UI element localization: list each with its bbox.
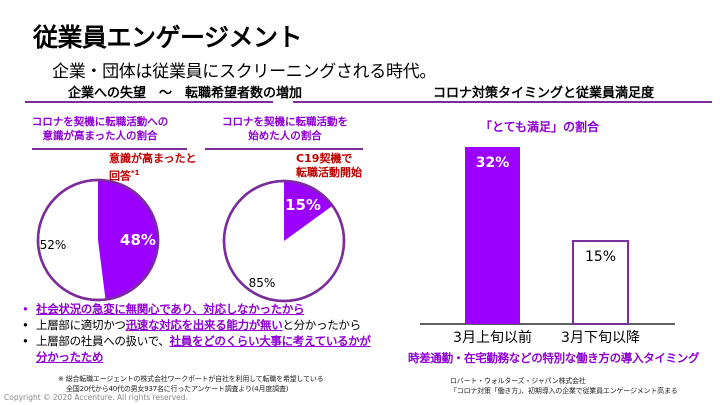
left-section-divider — [25, 101, 273, 103]
pie-1-slice-label: 48% — [120, 231, 156, 249]
reason-bullet-3: • 上層部の社員への扱いで、社員をどのくらい大事に考えているかが 分かったため — [20, 333, 371, 365]
pie-2-slice-label: 85% — [249, 276, 276, 290]
reason-2-after: と分かったから — [282, 318, 361, 332]
pie1-annotation-line1: 意識が高まったと — [109, 152, 197, 165]
pie1-annotation: 意識が高まったと 回答*1 — [109, 152, 197, 184]
pie-1-slice-highlight — [98, 180, 159, 300]
pie1-annotation-sup: *1 — [131, 169, 140, 177]
reason-1-highlight: 社会状況の急変に無関心であり、対応しなかったから — [36, 302, 305, 316]
right-section-divider — [293, 101, 712, 103]
bar-chart-x-axis-caption: 時差通勤・在宅勤務などの特別な働き方の導入タイミング — [408, 351, 700, 365]
pie1-title: コロナを契機に転職活動への 意識が高まった人の割合 — [20, 115, 180, 143]
bullet-dot-icon: • — [22, 334, 29, 348]
pie2-annotation-line2: 転職活動開始 — [296, 166, 362, 179]
bar-chart-title: 「とても満足」の割合 — [480, 120, 600, 134]
bar-1 — [465, 147, 520, 324]
pie-1-border — [36, 178, 160, 302]
bar-category-label: 3月下旬以降 — [561, 330, 640, 345]
reason-3-highlight: 社員をどのくらい大事に考えているかが — [169, 334, 371, 348]
pie-charts: 48% 52% 15% 85% — [36, 178, 346, 303]
pie2-annotation: C19契機で 転職活動開始 — [296, 152, 362, 180]
pie2-annotation-line1: C19契機で — [296, 152, 353, 165]
left-section-heading: 企業への失望 ～ 転職希望者数の増加 — [68, 86, 303, 101]
bar-chart-source: ロバート・ウォルターズ・ジャパン株式会社 「コロナ対策「働き方」、初期導入の企業… — [450, 376, 678, 396]
pie1-title-line1: コロナを契機に転職活動への — [31, 116, 169, 128]
pie-2-border — [222, 179, 346, 303]
pie2-divider — [205, 148, 363, 150]
reason-bullet-2: • 上層部に適切かつ迅速な対応を出来る能力が無いと分かったから — [20, 317, 370, 333]
reason-bullet-list: • 社会状況の急変に無関心であり、対応しなかったから • 上層部に適切かつ迅速な… — [20, 301, 371, 365]
bar-value-label: 15% — [585, 249, 616, 265]
source-line-1: ロバート・ウォルターズ・ジャパン株式会社 — [450, 377, 586, 385]
bar-category-label: 3月上旬以前 — [453, 329, 532, 345]
pie2-title: コロナを契機に転職活動を 始めた人の割合 — [205, 115, 365, 143]
pie-2-slice-label: 15% — [285, 196, 321, 214]
bullet-dot-icon: • — [22, 302, 29, 316]
pie1-divider — [32, 148, 187, 150]
bullet-dot-icon: • — [22, 318, 29, 332]
pie1-annotation-line2: 回答 — [109, 169, 131, 183]
reason-2-highlight: 迅速な対応を出来る能力が無い — [125, 318, 283, 332]
pie-chart-1: 48% 52% — [36, 178, 160, 302]
pie-chart-2: 15% 85% — [222, 179, 346, 303]
pie-1-slice-label: 52% — [40, 238, 67, 252]
reason-3-highlight-cont: 分かったため — [36, 350, 104, 364]
pie1-title-line2: 意識が高まった人の割合 — [42, 130, 158, 142]
pie-2-slice-highlight — [284, 181, 333, 241]
page-title: 従業員エンゲージメント — [33, 23, 303, 52]
pie2-title-line2: 始めた人の割合 — [248, 130, 322, 142]
footnote-line-2: 全国20代から40代の男女937名に行ったアンケート調査より(4月度調査) — [66, 385, 289, 393]
pie2-title-line1: コロナを契機に転職活動を — [222, 116, 348, 128]
footnote-line-1: ※ 総合転職エージェントの株式会社ワークポートが自社を利用して転職を希望している — [58, 375, 324, 383]
bar-value-label: 32% — [476, 155, 510, 171]
copyright: Copyright © 2020 Accenture. All rights r… — [4, 393, 188, 402]
reason-3-before: 上層部の社員への扱いで、 — [36, 334, 170, 348]
bar-2 — [572, 240, 629, 325]
reason-2-before: 上層部に適切かつ — [36, 318, 126, 332]
page-subtitle: 企業・団体は従業員にスクリーニングされる時代。 — [52, 62, 437, 82]
source-line-2: 「コロナ対策「働き方」、初期導入の企業で従業員エンゲージメント高まる — [450, 387, 678, 395]
reason-bullet-1: • 社会状況の急変に無関心であり、対応しなかったから — [20, 301, 370, 317]
bar-chart: 32% 3月上旬以前 15% 3月下旬以降 — [420, 147, 675, 345]
right-section-heading: コロナ対策タイミングと従業員満足度 — [433, 86, 655, 101]
survey-footnote: ※ 総合転職エージェントの株式会社ワークポートが自社を利用して転職を希望している… — [58, 374, 324, 394]
